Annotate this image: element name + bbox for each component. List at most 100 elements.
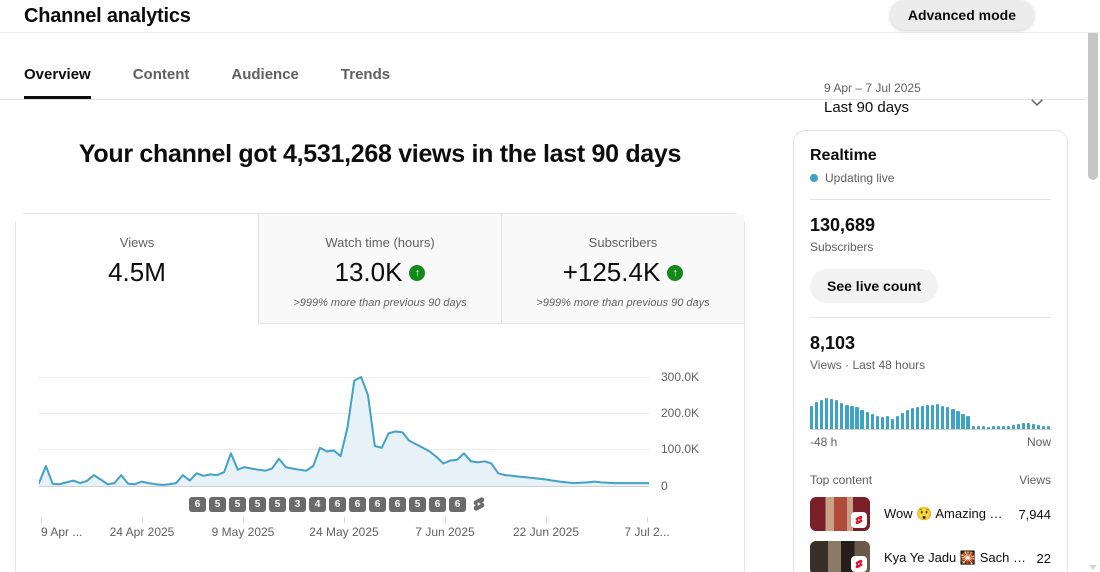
- x-axis-label: 7 Jul 2...: [624, 525, 670, 539]
- x-axis-label: 24 Apr 2025: [109, 525, 175, 539]
- date-range-picker[interactable]: 9 Apr – 7 Jul 2025 Last 90 days: [806, 73, 1066, 129]
- realtime-bar: [870, 414, 874, 429]
- realtime-bar: [880, 417, 884, 429]
- realtime-bar: [910, 408, 915, 429]
- upload-count-badge[interactable]: 6: [329, 496, 346, 512]
- x-axis-label: 9 May 2025: [211, 525, 275, 539]
- realtime-bar: [835, 400, 839, 429]
- realtime-bar: [926, 405, 930, 429]
- metric-tab-subscribers[interactable]: Subscribers +125.4K ↑ >999% more than pre…: [501, 214, 744, 324]
- realtime-bar: [875, 416, 879, 429]
- top-content-row[interactable]: Wow 😲 Amazing … 7,944: [810, 497, 1051, 531]
- metric-value: 4.5M: [108, 257, 166, 287]
- scroll-down-icon[interactable]: [1089, 565, 1097, 570]
- metric-value: +125.4K: [562, 257, 661, 287]
- upload-count-badge[interactable]: 6: [449, 496, 466, 512]
- date-preset-text: Last 90 days: [824, 99, 910, 116]
- x-tick: [41, 517, 42, 523]
- realtime-bar: [905, 410, 910, 429]
- metric-value: 13.0K: [334, 257, 403, 287]
- top-content-row[interactable]: Kya Ye Jadu 🎇 Sach … 22: [810, 541, 1051, 572]
- realtime-bar: [971, 425, 975, 429]
- realtime-bar: [895, 416, 899, 429]
- realtime-status: Updating live: [810, 171, 1051, 185]
- tab-overview[interactable]: Overview: [24, 66, 91, 99]
- upload-count-badge[interactable]: 4: [309, 496, 326, 512]
- realtime-bar: [1037, 424, 1041, 429]
- upload-count-badge[interactable]: 6: [189, 496, 206, 512]
- video-thumbnail: [810, 541, 870, 572]
- y-axis-label: 100.0K: [661, 442, 700, 456]
- views-headline: Your channel got 4,531,268 views in the …: [78, 140, 682, 168]
- analytics-tabbar: Overview Content Audience Trends 9 Apr –…: [0, 33, 1086, 116]
- upload-count-badge[interactable]: 5: [229, 496, 246, 512]
- realtime-bar: [855, 407, 859, 429]
- advanced-mode-button[interactable]: Advanced mode: [889, 0, 1034, 30]
- tab-audience[interactable]: Audience: [231, 66, 299, 83]
- date-range-text: 9 Apr – 7 Jul 2025: [824, 81, 921, 95]
- realtime-bar: [885, 415, 889, 429]
- realtime-bar: [921, 405, 925, 429]
- realtime-bar: [845, 404, 849, 429]
- shorts-icon[interactable]: [471, 496, 487, 512]
- divider: [810, 199, 1051, 200]
- realtime-bar: [991, 426, 995, 429]
- realtime-bar: [830, 398, 834, 429]
- video-views: 22: [1036, 550, 1051, 566]
- divider: [810, 317, 1051, 318]
- metric-tabs: Views 4.5M Watch time (hours) 13.0K ↑ >99…: [16, 214, 744, 324]
- upload-count-badge[interactable]: 6: [429, 496, 446, 512]
- top-content-header: Top content Views: [810, 473, 1051, 487]
- realtime-bar: [815, 401, 819, 429]
- scrollbar-thumb[interactable]: [1088, 8, 1098, 180]
- upload-count-badge[interactable]: 5: [209, 496, 226, 512]
- gridline-zero: [39, 486, 649, 487]
- upload-count-badge[interactable]: 6: [369, 496, 386, 512]
- tab-trends[interactable]: Trends: [340, 66, 391, 83]
- realtime-bar: [860, 410, 864, 429]
- top-content-views-header: Views: [1019, 473, 1051, 487]
- upload-count-badge[interactable]: 3: [289, 496, 306, 512]
- shorts-icon: [855, 559, 863, 569]
- metric-tab-watch-time[interactable]: Watch time (hours) 13.0K ↑ >999% more tha…: [258, 214, 501, 324]
- x-tick: [647, 517, 648, 523]
- views-line-chart[interactable]: [39, 351, 649, 486]
- x-axis-label: 22 Jun 2025: [512, 525, 580, 539]
- upload-count-badge[interactable]: 5: [249, 496, 266, 512]
- x-axis-label: 9 Apr ...: [41, 525, 83, 539]
- metric-label: Subscribers: [588, 235, 658, 250]
- realtime-bar: [946, 407, 950, 429]
- y-axis-label: 0: [661, 479, 668, 493]
- upload-count-badge[interactable]: 6: [349, 496, 366, 512]
- gridline-200k: [39, 413, 649, 414]
- metric-tab-views[interactable]: Views 4.5M: [16, 214, 258, 324]
- realtime-bar: [986, 426, 990, 429]
- tab-content[interactable]: Content: [132, 66, 190, 83]
- metric-label: Watch time (hours): [325, 235, 435, 250]
- see-live-count-button[interactable]: See live count: [810, 269, 939, 303]
- realtime-subscribers-label: Subscribers: [810, 240, 874, 254]
- realtime-bar: [900, 413, 905, 429]
- upload-count-badge[interactable]: 5: [269, 496, 286, 512]
- upload-count-badge[interactable]: 6: [389, 496, 406, 512]
- video-title: Wow 😲 Amazing …: [884, 506, 1003, 521]
- realtime-bar: [1011, 424, 1016, 429]
- overview-metrics-card: Views 4.5M Watch time (hours) 13.0K ↑ >99…: [15, 213, 745, 572]
- realtime-status-text: Updating live: [825, 171, 895, 185]
- trend-up-icon: ↑: [409, 264, 426, 281]
- trend-up-icon: ↑: [667, 264, 684, 281]
- x-tick: [546, 517, 547, 523]
- realtime-bar: [840, 402, 844, 429]
- upload-count-badge[interactable]: 5: [409, 496, 426, 512]
- axis-left-label: -48 h: [810, 435, 838, 449]
- y-axis-label: 300.0K: [661, 370, 700, 384]
- realtime-bar: [931, 404, 935, 429]
- x-tick: [243, 517, 244, 523]
- realtime-axis: -48 h Now: [810, 435, 1051, 449]
- realtime-bar: [890, 418, 894, 429]
- gridline-300k: [39, 377, 649, 378]
- realtime-card: Realtime Updating live 130,689 Subscribe…: [793, 130, 1068, 572]
- top-content-title: Top content: [810, 473, 873, 487]
